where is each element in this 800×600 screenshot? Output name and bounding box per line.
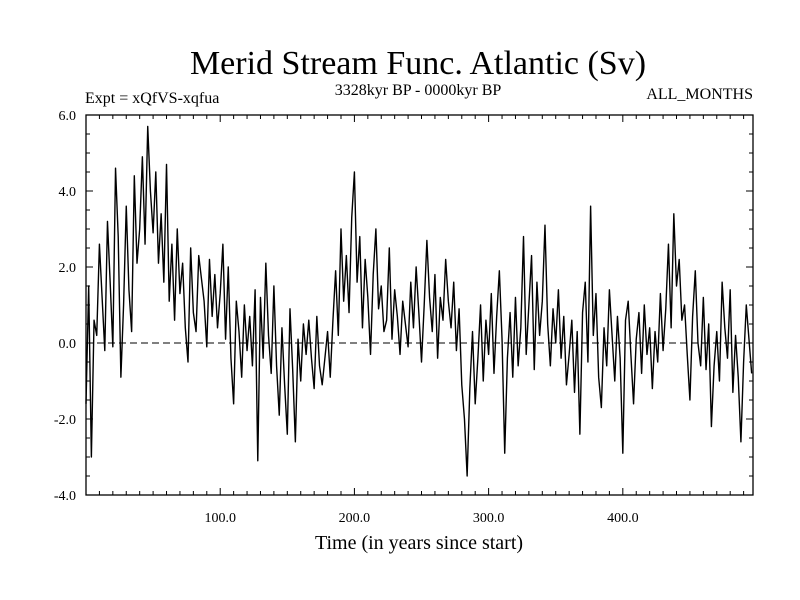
experiment-label: Expt = xQfVS-xqfua [85,90,219,107]
plot-area: -4.0 -2.0 0.0 2.0 4.0 6.0 100.0 200.0 300.0 400.0 [54,109,754,526]
chart-title: Merid Stream Func. Atlantic (Sv) [190,45,646,82]
x-tick-label: 300.0 [473,511,505,526]
y-tick-label: -2.0 [54,413,76,428]
x-tick-label: 200.0 [339,511,371,526]
months-label: ALL_MONTHS [646,86,753,103]
y-tick-label: -4.0 [54,489,76,504]
series-line-1 [85,125,753,477]
time-range-label: 3328kyr BP - 0000kyr BP [335,82,502,99]
x-tick-label: 100.0 [204,511,236,526]
y-tick-label: 0.0 [59,337,77,352]
x-tick-label: 400.0 [607,511,639,526]
y-tick-label: 2.0 [59,261,77,276]
y-tick-label: 6.0 [59,109,77,124]
x-axis-label: Time (in years since start) [315,532,523,554]
plot-frame [85,114,754,496]
y-tick-label: 4.0 [59,185,77,200]
